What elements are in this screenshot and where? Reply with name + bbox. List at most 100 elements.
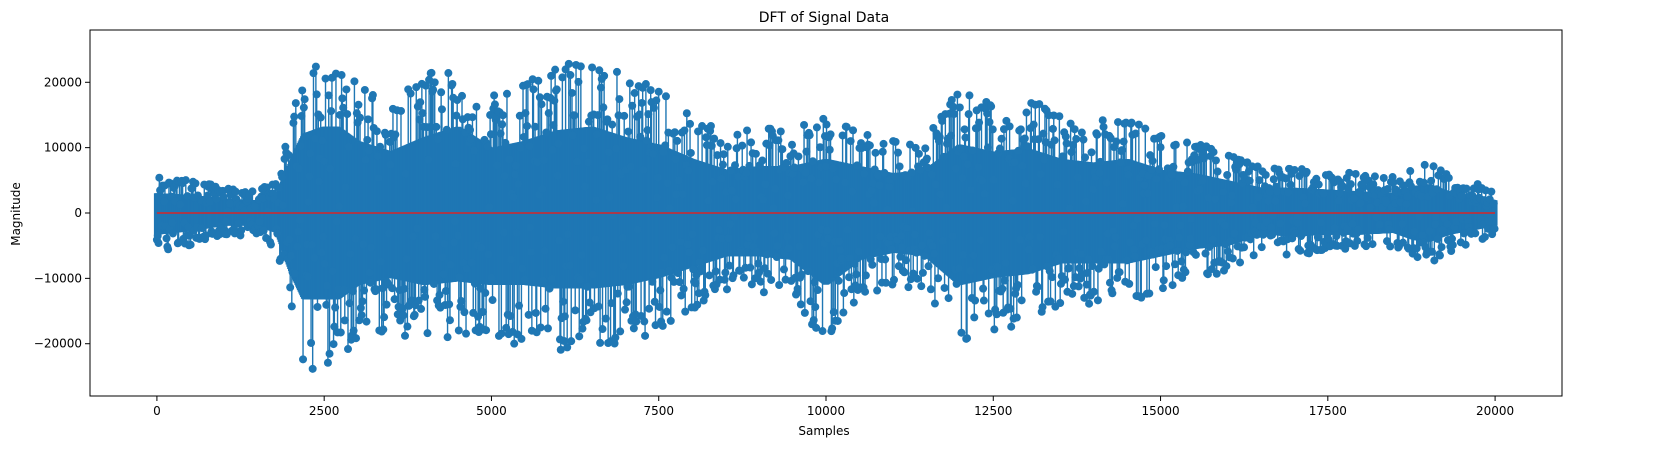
stem-marker [1010, 158, 1018, 166]
stem-marker [1380, 174, 1388, 182]
stem-marker [862, 271, 870, 279]
stem-marker [662, 92, 670, 100]
stem-marker [1001, 277, 1009, 285]
stem-marker [873, 287, 881, 295]
stem-marker [726, 220, 734, 228]
stem-marker [644, 110, 652, 118]
stem-marker [593, 130, 601, 138]
stem-marker [1179, 203, 1187, 211]
stem-marker [187, 241, 195, 249]
stem-marker [470, 147, 478, 155]
stem-marker [1181, 268, 1189, 276]
stem-marker [1037, 170, 1045, 178]
stem-marker [924, 164, 932, 172]
stem-marker [843, 226, 851, 234]
stem-marker [511, 170, 519, 178]
stem-marker [462, 330, 470, 338]
chart-title: DFT of Signal Data [759, 10, 889, 26]
stem-marker [428, 69, 436, 77]
stem-marker [1173, 247, 1181, 255]
stem-marker [823, 121, 831, 129]
stem-marker [1214, 168, 1222, 176]
stem-marker [463, 265, 471, 273]
stem-marker [898, 243, 906, 251]
stem-marker [1131, 252, 1139, 260]
stem-marker [497, 130, 505, 138]
stem-marker [1434, 235, 1442, 243]
stem-marker [847, 137, 855, 145]
stem-marker [925, 262, 933, 270]
stem-marker [321, 260, 329, 268]
stem-marker [1141, 125, 1149, 133]
stem-marker [870, 199, 878, 207]
stem-marker [472, 103, 480, 111]
stem-marker [448, 80, 456, 88]
stem-marker [828, 324, 836, 332]
stem-marker [1240, 243, 1248, 251]
stem-marker [320, 157, 328, 165]
stem-marker [286, 283, 294, 291]
stem-marker [969, 252, 977, 260]
stem-marker [1051, 136, 1059, 144]
stem-marker [1118, 146, 1126, 154]
stem-marker [521, 276, 529, 284]
stem-marker [816, 143, 824, 151]
stem-marker [391, 295, 399, 303]
stem-marker [564, 230, 572, 238]
stem-marker [306, 149, 314, 157]
stem-marker [509, 193, 517, 201]
stem-marker [1443, 220, 1451, 228]
stem-marker [407, 89, 415, 97]
stem-marker [1157, 143, 1165, 151]
stem-marker [1354, 225, 1362, 233]
stem-marker [493, 161, 501, 169]
stem-marker [1458, 192, 1466, 200]
stem-marker [940, 153, 948, 161]
stem-marker [589, 271, 597, 279]
stem-marker [810, 316, 818, 324]
stem-marker [357, 304, 365, 312]
stem-marker [501, 139, 509, 147]
stem-marker [661, 141, 669, 149]
stem-marker [941, 284, 949, 292]
stem-marker [292, 99, 300, 107]
stem-marker [708, 142, 716, 150]
stem-marker [955, 264, 963, 272]
stem-marker [643, 126, 651, 134]
stem-marker [1212, 156, 1220, 164]
stem-marker [1155, 165, 1163, 173]
stem-marker [1226, 237, 1234, 245]
stem-marker [545, 109, 553, 117]
stem-marker [342, 85, 350, 93]
stem-marker [1026, 233, 1034, 241]
stem-marker [784, 192, 792, 200]
stem-marker [917, 282, 925, 290]
stem-marker [417, 305, 425, 313]
stem-marker [1103, 179, 1111, 187]
stem-marker [1371, 172, 1379, 180]
stem-marker [641, 332, 649, 340]
stem-marker [1096, 158, 1104, 166]
stem-marker [959, 251, 967, 259]
stem-marker [1438, 243, 1446, 251]
stem-marker [311, 135, 319, 143]
stem-marker [468, 113, 476, 121]
stem-marker [324, 359, 332, 367]
stem-marker [1222, 262, 1230, 270]
stem-marker [640, 317, 648, 325]
stem-marker [256, 218, 264, 226]
stem-marker [1267, 223, 1275, 231]
stem-marker [1211, 195, 1219, 203]
stem-marker [420, 286, 428, 294]
stem-marker [315, 178, 323, 186]
stem-marker [815, 179, 823, 187]
stem-marker [965, 110, 973, 118]
stem-marker [797, 300, 805, 308]
stem-marker [293, 243, 301, 251]
stem-marker [1056, 299, 1064, 307]
stem-marker [541, 247, 549, 255]
stem-marker [1054, 181, 1062, 189]
stem-marker [839, 131, 847, 139]
stem-marker [1430, 162, 1438, 170]
stem-marker [411, 311, 419, 319]
